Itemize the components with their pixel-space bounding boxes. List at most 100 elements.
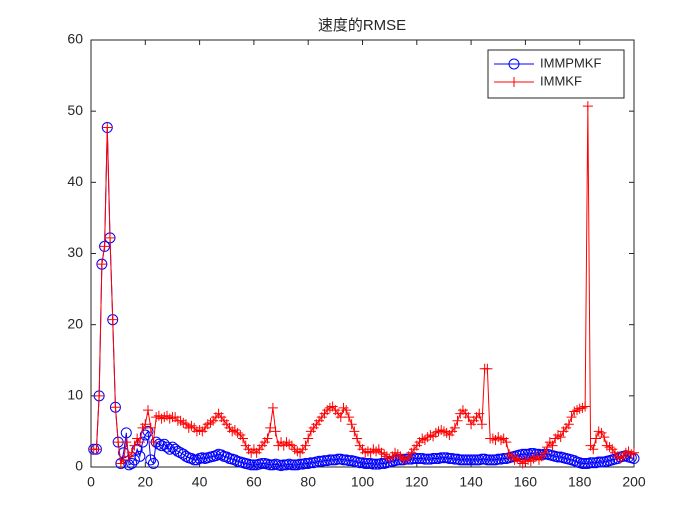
marker [571,405,582,416]
marker [185,452,197,464]
marker [590,433,601,444]
marker [161,441,173,453]
marker [436,424,447,435]
marker [343,455,355,467]
marker [143,405,154,416]
marker [579,457,591,469]
marker [188,454,200,466]
marker [604,442,615,453]
x-tick-label: 0 [87,474,95,490]
x-tick-label: 120 [405,474,429,490]
marker [299,457,311,469]
marker [324,454,336,466]
marker [210,450,222,462]
y-tick-label: 30 [67,244,83,260]
marker [555,432,566,443]
marker [462,454,474,466]
marker [341,405,352,416]
marker [487,454,499,466]
marker [359,457,371,469]
marker [332,453,344,465]
x-tick-label: 200 [622,474,646,490]
marker [414,452,426,464]
marker [476,453,488,465]
marker [346,419,357,430]
marker [265,422,276,433]
marker [449,422,460,433]
marker [376,447,387,458]
marker [294,458,306,470]
marker [145,454,157,466]
marker [430,452,442,464]
marker [289,459,301,471]
marker [205,417,216,428]
marker [169,443,181,455]
marker [327,454,339,466]
marker [352,433,363,444]
marker [427,452,439,464]
marker [270,426,281,437]
marker [371,446,382,457]
marker [178,417,189,428]
marker [164,413,175,424]
marker [292,446,303,457]
marker [457,454,469,466]
marker [172,445,184,457]
marker [354,457,366,469]
x-tick-label: 80 [300,474,316,490]
marker [574,403,585,414]
marker [593,426,604,437]
marker [626,449,637,460]
x-tick-label: 40 [192,474,208,490]
marker [504,449,515,460]
marker [392,449,403,460]
marker [139,429,151,441]
marker [102,122,113,133]
legend: IMMPMKF IMMKF [487,49,625,99]
marker [615,453,626,464]
marker [338,402,349,413]
marker [430,427,441,438]
marker [105,232,116,243]
marker [370,458,382,470]
x-tick-label: 140 [459,474,483,490]
marker [465,454,477,466]
marker [238,433,249,444]
marker [576,457,588,469]
marker [588,444,599,455]
marker [566,412,577,423]
marker [425,429,436,440]
marker [305,457,317,469]
marker [202,419,213,430]
series [88,101,639,469]
marker [435,452,447,464]
marker [539,447,550,458]
marker [96,259,107,270]
marker [509,454,520,465]
legend-label: IMMPMKF [540,55,601,70]
marker [452,415,463,426]
marker [303,433,314,444]
marker [569,406,580,417]
marker [262,433,273,444]
marker [281,437,292,448]
marker [468,454,480,466]
marker [476,419,487,430]
marker [121,437,132,448]
marker [324,402,335,413]
marker [474,408,485,419]
marker [376,457,388,469]
marker [509,77,519,87]
y-tick-label: 40 [67,173,83,189]
marker [411,452,423,464]
marker [175,415,186,426]
marker [390,447,401,458]
x-tick-label: 160 [514,474,538,490]
marker [492,453,504,465]
marker [441,427,452,438]
marker [94,390,105,401]
marker [227,426,238,437]
marker [454,454,466,466]
marker [443,452,455,464]
marker [517,458,528,469]
